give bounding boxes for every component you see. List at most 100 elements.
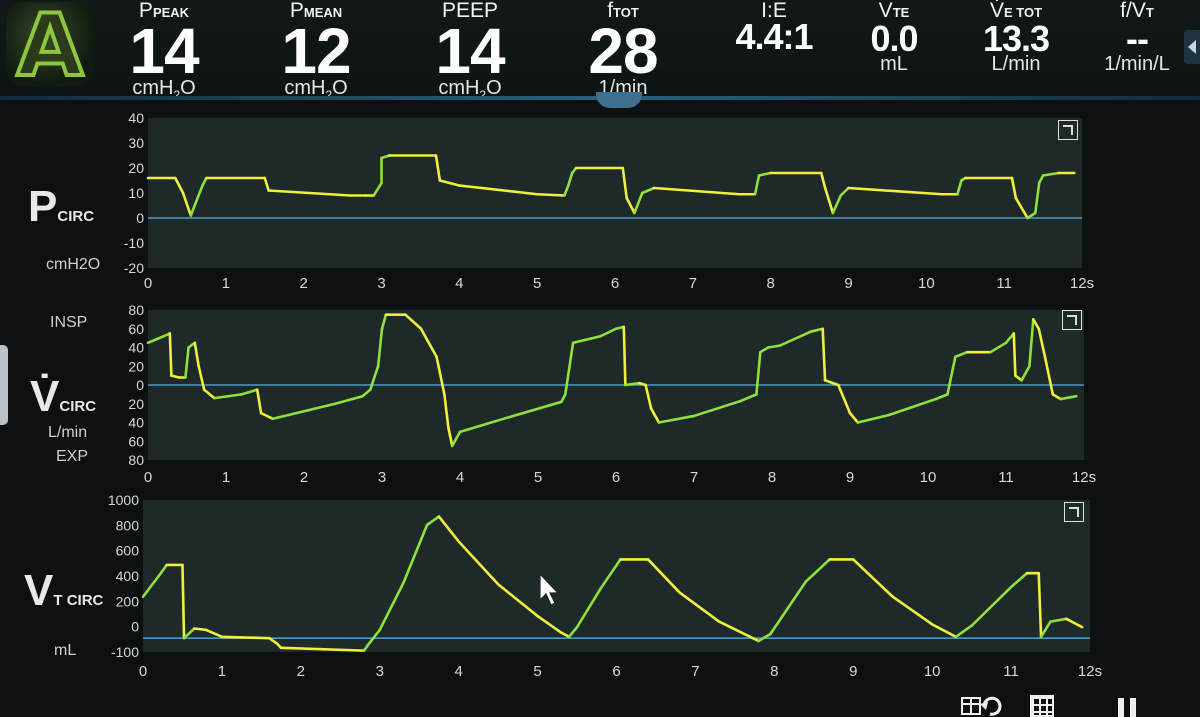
x-tick-label: 1 <box>222 469 230 486</box>
volume-waveform <box>141 515 1084 652</box>
param-unit-tail: O <box>486 77 502 99</box>
flow-waveform <box>146 313 1078 448</box>
mode-badge[interactable]: A <box>6 0 94 98</box>
param-ppeak[interactable]: PPEAK 14 cmH2O <box>122 0 206 105</box>
param-value: 14 <box>435 15 505 87</box>
y-tick-label: 600 <box>116 543 140 559</box>
waveform-segment <box>535 192 566 197</box>
waveform-segment <box>435 355 446 396</box>
x-tick-label: 11 <box>1003 663 1019 680</box>
waveform-segment <box>1037 174 1045 185</box>
param-f-vt[interactable]: f/VT -- 1/min/L <box>1094 0 1180 74</box>
waveform-segment <box>571 338 587 345</box>
param-pmean[interactable]: PMEAN 12 cmH2O <box>274 0 358 105</box>
pressure-unit: cmH2O <box>46 256 101 273</box>
expand-flow-icon[interactable] <box>1062 310 1082 330</box>
mouse-cursor-icon <box>539 572 560 606</box>
waveform-segment <box>189 184 204 217</box>
flow-exp-label: EXP <box>56 448 89 465</box>
waveform-segment <box>1014 196 1029 220</box>
param-unit: 1/min/L <box>1104 53 1170 75</box>
param-unit: cmH <box>438 77 480 99</box>
waveform-segment <box>804 558 831 583</box>
waveform-segment <box>621 166 628 200</box>
y-tick-label: 40 <box>128 110 144 126</box>
waveform-segment <box>614 325 626 331</box>
waveform-segment <box>1051 393 1062 401</box>
waveform-segment <box>766 344 782 349</box>
mode-letter: A <box>15 0 86 98</box>
param-peep[interactable]: PEEP 14 cmH2O <box>428 0 512 105</box>
waveform-segment <box>173 176 185 195</box>
waveform-segment <box>213 393 243 400</box>
waveform-segment <box>438 179 461 187</box>
header-pull-tab[interactable] <box>596 92 642 108</box>
waveform-segment <box>434 154 442 182</box>
freeze-waveform-icon[interactable] <box>1118 698 1138 717</box>
param-unit: cmH <box>132 77 174 99</box>
param-label-sub: TE <box>892 5 910 20</box>
param-label: PEEP <box>441 0 499 22</box>
x-tick-label: 10 <box>924 663 941 680</box>
waveform-segment <box>157 563 168 578</box>
waveform-segment <box>739 393 758 403</box>
waveform-segment <box>1041 171 1060 177</box>
x-tick-label: 7 <box>690 469 698 486</box>
y-tick-label: 80 <box>128 302 144 318</box>
x-tick-label: 9 <box>849 663 857 680</box>
expand-pressure-icon[interactable] <box>1058 120 1078 140</box>
param-ie-ratio[interactable]: I:E 4.4:1 <box>726 0 822 55</box>
x-tick-label: 2 <box>299 275 307 292</box>
waveform-segment <box>404 313 423 331</box>
waveform-segment <box>692 399 743 418</box>
waveform-segment <box>625 196 636 215</box>
x-tick-label: 6 <box>611 275 619 292</box>
expand-volume-icon[interactable] <box>1064 502 1084 522</box>
x-tick-label: 3 <box>377 275 385 292</box>
expand-side-panel-icon[interactable] <box>1184 30 1200 64</box>
waveform-segment <box>457 540 500 586</box>
waveform-segment <box>559 631 571 639</box>
flow-insp-label: INSP <box>50 314 88 331</box>
waveform-segment <box>1049 617 1068 623</box>
param-ftot[interactable]: fTOT 28 1/min <box>578 0 668 98</box>
x-tick-label: 2 <box>300 469 308 486</box>
waveform-segment <box>267 636 279 646</box>
waveform-segment <box>505 400 563 420</box>
waveform-segment <box>170 374 181 379</box>
waveform-segment <box>757 632 772 643</box>
waveform-segment <box>202 388 216 400</box>
waveform-segment <box>458 416 509 434</box>
waveform-segment <box>819 171 827 190</box>
waveform-segment <box>1043 355 1055 396</box>
x-tick-label: 1 <box>222 275 230 292</box>
waveform-segment <box>181 563 186 640</box>
param-vte[interactable]: VTE 0.0 mL <box>854 0 934 74</box>
x-tick-label: 4 <box>456 469 464 486</box>
waveform-segment <box>755 350 762 396</box>
x-tick-label: 8 <box>766 275 774 292</box>
x-tick-label: 5 <box>533 663 541 680</box>
waveform-segment <box>240 388 259 396</box>
waveform-segment <box>458 184 539 196</box>
waveform-segment <box>821 327 827 382</box>
trend-settings-icon[interactable] <box>960 692 1002 717</box>
waveform-segment <box>1028 318 1035 368</box>
waveform-segment <box>181 191 193 217</box>
x-tick-label: 0 <box>139 663 147 680</box>
waveform-segment <box>839 186 850 197</box>
param-unit-tail: O <box>332 77 348 99</box>
waveform-segment <box>753 174 761 196</box>
waveform-segment <box>271 402 337 421</box>
param-unit-sub: 2 <box>173 88 181 102</box>
param-ve-tot[interactable]: V̇E TOT 13.3 L/min <box>966 0 1066 74</box>
grid-view-icon[interactable] <box>1030 695 1054 717</box>
waveform-segment <box>372 181 383 197</box>
y-tick-label: 60 <box>128 433 144 449</box>
x-tick-label: 12s <box>1078 663 1102 680</box>
waveform-segment <box>1065 617 1084 629</box>
left-drawer-tab[interactable] <box>0 345 8 425</box>
param-value: 0.0 <box>870 18 918 59</box>
y-tick-label: 0 <box>136 210 144 226</box>
